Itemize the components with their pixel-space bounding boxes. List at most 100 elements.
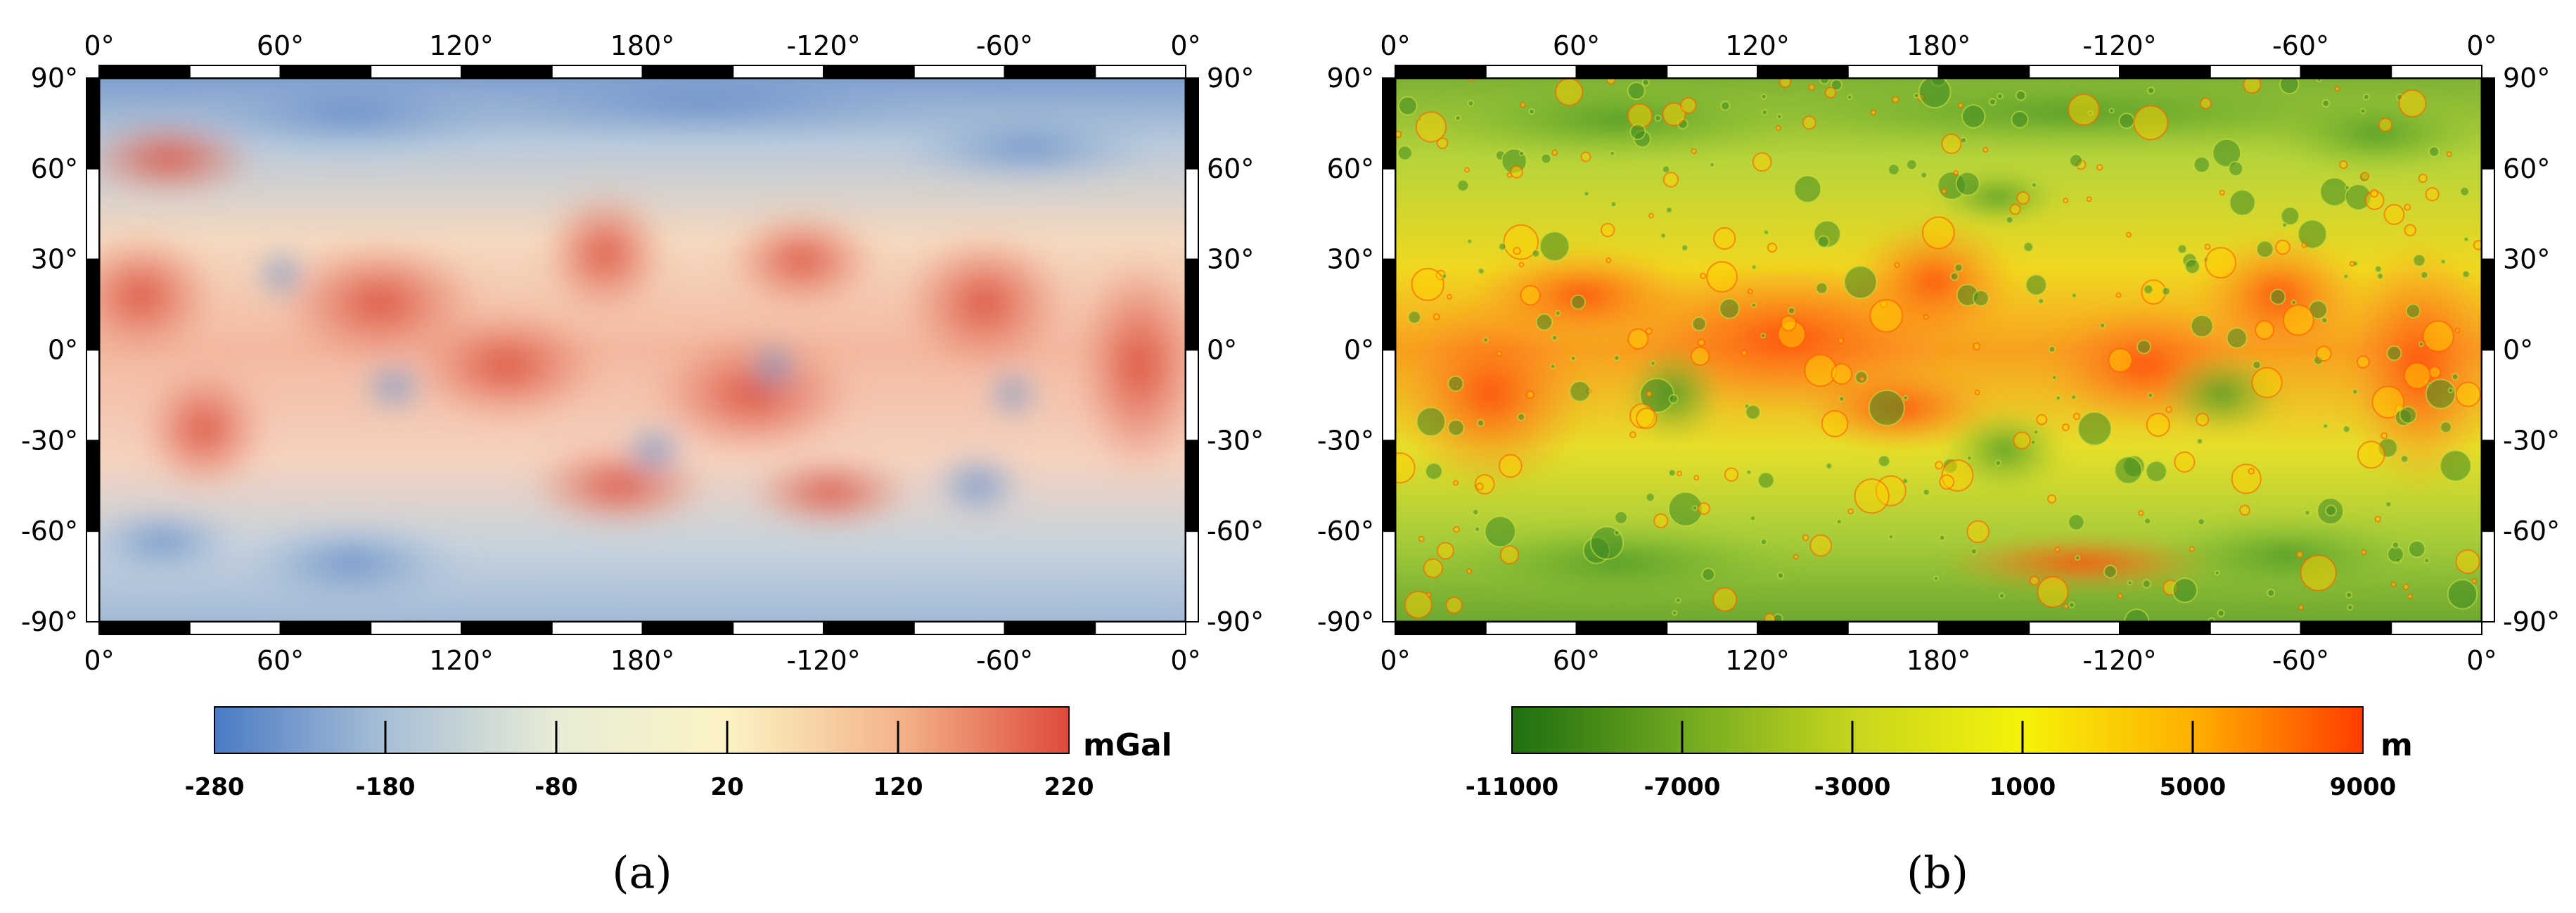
crater: [1802, 115, 1816, 130]
latitude-tick-label: -90°: [2503, 606, 2560, 637]
crater: [2304, 509, 2311, 516]
border-segment: [98, 621, 191, 635]
crater: [2077, 411, 2112, 446]
crater: [1997, 93, 2004, 100]
border-segment: [1575, 621, 1668, 635]
crater: [1441, 273, 1447, 279]
crater: [2404, 203, 2411, 211]
latitude-tick-label: 60°: [2503, 153, 2550, 184]
crater: [2440, 421, 2452, 434]
crater: [1454, 115, 1461, 122]
latitude-tick-label: -30°: [21, 425, 78, 456]
crater: [1662, 165, 1671, 174]
longitude-tick-label: 0°: [84, 645, 114, 676]
crater: [2425, 187, 2440, 202]
crater: [2422, 320, 2454, 352]
crater: [2165, 406, 2172, 413]
border-segment: [732, 621, 824, 635]
crater: [1520, 101, 1526, 108]
crater: [2280, 206, 2300, 226]
colorbar-tick-label: -7000: [1644, 773, 1721, 801]
crater: [2011, 110, 2029, 129]
crater: [1745, 469, 1752, 475]
longitude-tick-label: 120°: [1725, 645, 1790, 676]
crater: [2051, 374, 2058, 381]
crater: [2048, 345, 2056, 353]
crater: [1750, 515, 1757, 522]
colorbar-ticks: -11000 -7000 -3000 1000 5000 9000: [1466, 720, 2396, 801]
border-segment: [2028, 621, 2120, 635]
colorbar-gradient: [1511, 706, 2364, 754]
border-segment: [1666, 65, 1758, 79]
crater: [2319, 177, 2350, 207]
longitude-labels-bottom: 0° 60° 120° 180° -120° -60° 0°: [84, 645, 1200, 676]
crater: [2407, 593, 2414, 599]
crater: [1878, 454, 1891, 468]
crater: [2376, 272, 2384, 280]
crater: [2455, 549, 2480, 575]
crater: [1837, 337, 1845, 345]
crater: [2290, 299, 2297, 305]
crater: [2390, 582, 2397, 588]
crater: [1761, 109, 1768, 116]
crater: [1518, 151, 1525, 157]
border-segment: [1757, 621, 1849, 635]
longitude-tick-label: 60°: [1553, 645, 1600, 676]
crater: [2226, 327, 2248, 349]
latitude-labels-left: 90° 60° 30° 0° -30° -60° -90°: [1317, 63, 1374, 637]
crater: [1938, 534, 1946, 542]
latitude-tick-label: -30°: [2503, 425, 2560, 456]
crater: [1994, 459, 2002, 466]
crater: [2362, 94, 2370, 101]
border-segment: [1382, 258, 1396, 351]
longitude-tick-label: 180°: [610, 30, 675, 61]
border-segment: [1937, 65, 2030, 79]
crater: [1918, 78, 1952, 109]
crater: [2144, 517, 2151, 525]
crater: [1764, 613, 1776, 622]
latitude-tick-label: 0°: [1207, 335, 1237, 366]
crater: [1690, 346, 1710, 366]
latitude-tick-label: 90°: [2503, 63, 2550, 94]
crater: [1677, 471, 1683, 477]
crater: [1706, 261, 1738, 293]
crater: [1961, 104, 1986, 129]
latitude-labels-left: 90° 60° 30° 0° -30° -60° -90°: [21, 63, 78, 637]
latitude-tick-label: -30°: [1207, 425, 1264, 456]
crater: [2071, 292, 2077, 299]
crater: [1610, 200, 1617, 208]
crater: [1923, 314, 1929, 320]
crater: [1713, 226, 1736, 250]
crater: [2471, 578, 2478, 585]
crater: [1629, 431, 1636, 438]
border-segment: [1757, 65, 1849, 79]
border-segment: [641, 621, 734, 635]
crater: [2037, 298, 2044, 305]
crater: [1654, 114, 1662, 122]
border-segment: [2390, 621, 2482, 635]
border-segment: [1395, 621, 1487, 635]
crater: [1526, 390, 1534, 400]
crater: [1741, 350, 1748, 357]
crater: [2086, 196, 2092, 203]
border-segment: [1382, 167, 1396, 260]
crater: [2282, 304, 2314, 336]
crater: [2190, 314, 2214, 338]
crater: [1404, 590, 1433, 619]
latitude-tick-label: 60°: [1207, 153, 1254, 184]
crater: [1691, 317, 1707, 331]
crater: [1456, 179, 1470, 192]
crater: [2184, 258, 2200, 274]
colorbar-tick-label: -180: [355, 773, 415, 801]
crater: [2267, 589, 2276, 597]
crater: [2343, 425, 2351, 433]
crater: [2473, 240, 2482, 250]
colorbar-tick-label: 20: [710, 773, 743, 801]
border-segment: [913, 621, 1006, 635]
crater: [1436, 542, 1455, 560]
border-segment: [913, 65, 1006, 79]
crater: [2068, 601, 2075, 608]
crater: [2200, 97, 2212, 110]
crater: [2005, 215, 2014, 224]
crater: [2349, 260, 2355, 267]
